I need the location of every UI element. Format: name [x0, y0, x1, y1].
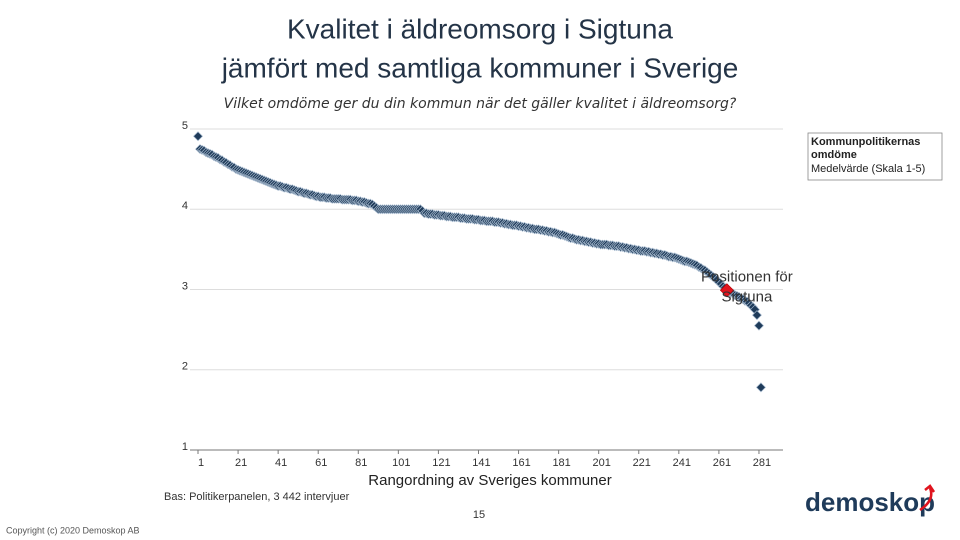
x-tick-label: 141 — [472, 457, 490, 469]
x-tick-label: 241 — [673, 457, 691, 469]
x-tick-label: 221 — [633, 457, 651, 469]
copyright: Copyright (c) 2020 Demoskop AB — [6, 525, 140, 535]
point — [753, 320, 764, 331]
y-tick-label: 1 — [182, 441, 188, 453]
y-tick-label: 2 — [182, 361, 188, 373]
x-tick-label: 41 — [275, 457, 287, 469]
x-tick-label: 201 — [593, 457, 611, 469]
legend-title: Kommunpolitikernas omdöme — [811, 136, 920, 161]
page-number: 15 — [473, 509, 485, 521]
x-axis-label: Rangordning av Sveriges kommuner — [368, 472, 611, 489]
x-tick-label: 101 — [392, 457, 410, 469]
footnote: Bas: Politikerpanelen, 3 442 intervjuer — [164, 491, 350, 503]
x-tick-label: 281 — [753, 457, 771, 469]
x-tick-label: 161 — [512, 457, 530, 469]
point — [755, 382, 766, 393]
title-line: jämfört med samtliga kommuner i Sverige — [221, 52, 739, 83]
x-tick-label: 21 — [235, 457, 247, 469]
x-tick-label: 121 — [432, 457, 450, 469]
x-tick-label: 81 — [355, 457, 367, 469]
x-tick-label: 61 — [315, 457, 327, 469]
legend-box — [807, 132, 943, 181]
x-tick-label: 181 — [552, 457, 570, 469]
annotation: Positionen för — [701, 268, 793, 285]
y-tick-label: 5 — [182, 120, 188, 132]
point — [751, 310, 762, 321]
legend-subtitle: Medelvärde (Skala 1-5) — [811, 163, 925, 175]
point — [719, 283, 734, 298]
x-tick-label: 1 — [198, 457, 204, 469]
logo-arrow — [919, 484, 936, 512]
y-tick-label: 4 — [182, 200, 188, 212]
y-tick-label: 3 — [182, 280, 188, 292]
point — [193, 131, 204, 142]
subtitle: Vilket omdöme ger du din kommun när det … — [224, 96, 737, 112]
title-line: Kvalitet i äldreomsorg i Sigtuna — [287, 13, 673, 44]
annotation: Sigtuna — [721, 288, 773, 305]
logo: demoskop — [805, 487, 935, 517]
x-tick-label: 261 — [713, 457, 731, 469]
